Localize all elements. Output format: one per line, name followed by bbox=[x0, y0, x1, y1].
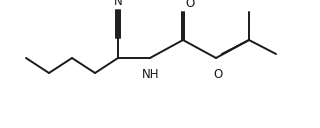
Text: NH: NH bbox=[142, 68, 160, 81]
Text: O: O bbox=[213, 68, 223, 81]
Text: N: N bbox=[114, 0, 122, 8]
Text: O: O bbox=[185, 0, 194, 10]
